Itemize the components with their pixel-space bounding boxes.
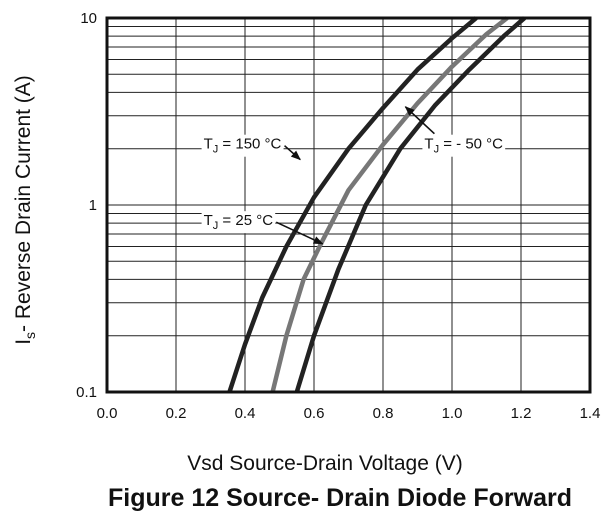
series-label-0: TJ = 150 °C: [204, 136, 282, 156]
y-tick-label: 10: [80, 10, 97, 27]
series-label-1: TJ = 25 °C: [204, 212, 274, 232]
y-axis-title-rest: - Reverse Drain Current (A): [12, 75, 35, 332]
x-tick-label: 0.4: [235, 405, 256, 422]
plot-frame: [105, 16, 592, 394]
tick-labels: 0.0 0.2 0.4 0.6 0.8 1.0 1.2 1.4 0.1 1 10: [76, 10, 600, 422]
x-tick-label: 0.6: [304, 405, 325, 422]
y-axis-title-sub: s: [22, 332, 38, 339]
x-tick-label: 1.0: [442, 405, 463, 422]
annotation-arrow-2: [404, 106, 435, 135]
series-label-bg: [422, 134, 506, 157]
y-axis-title-main: I: [12, 339, 35, 345]
series-line-1: [270, 16, 509, 393]
x-tick-label: 1.4: [580, 405, 601, 422]
annotations: TJ = 150 °C TJ = 25 °C TJ = - 50 °C: [201, 106, 506, 245]
series-group: [227, 16, 526, 393]
y-axis-title: Is- Reverse Drain Current (A): [12, 75, 38, 345]
series-line-0: [227, 16, 478, 393]
y-tick-label: 0.1: [76, 384, 97, 401]
x-axis-title: Vsd Source-Drain Voltage (V): [187, 452, 462, 475]
x-tick-label: 0.8: [373, 405, 394, 422]
x-tick-label: 0.0: [97, 405, 118, 422]
x-tick-label: 0.2: [166, 405, 187, 422]
annotation-arrow-0: [284, 145, 301, 161]
y-tick-label: 1: [89, 197, 97, 214]
series-label-bg: [201, 211, 276, 234]
figure-title: Figure 12 Source- Drain Diode Forward: [108, 484, 572, 512]
series-line-2: [294, 16, 526, 393]
series-label-bg: [201, 134, 284, 157]
x-tick-label: 1.2: [511, 405, 532, 422]
grid: [106, 18, 591, 393]
annotation-arrow-1: [275, 221, 324, 245]
series-label-2: TJ = - 50 °C: [424, 136, 503, 156]
